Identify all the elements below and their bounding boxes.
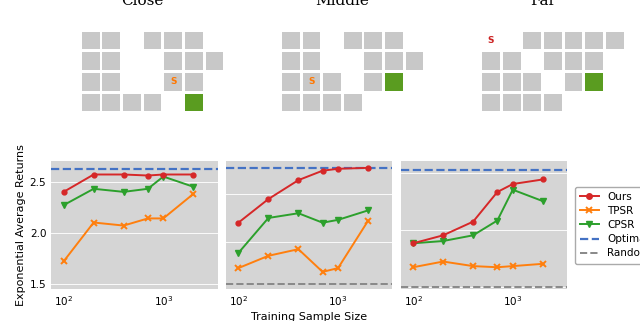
Bar [143,32,161,49]
Bar [482,52,500,70]
Bar [482,94,500,111]
Title: Close: Close [121,0,163,8]
Bar [102,73,120,91]
Bar [364,52,382,70]
Bar [282,73,300,91]
Bar [503,73,520,91]
Bar [564,73,582,91]
Bar [102,52,120,70]
Legend: Ours, TPSR, CPSR, Optimal, Random: Ours, TPSR, CPSR, Optimal, Random [575,187,640,264]
Bar [406,52,424,70]
Bar [503,94,520,111]
Bar [524,32,541,49]
Bar [323,94,341,111]
Bar [82,94,99,111]
Bar [385,73,403,91]
Bar [143,94,161,111]
Bar [185,52,203,70]
Bar [344,32,362,49]
Bar [385,32,403,49]
Bar [323,73,341,91]
Bar [282,32,300,49]
Bar [82,32,99,49]
Bar [586,73,603,91]
Text: S: S [308,77,315,86]
Bar [164,32,182,49]
Bar [282,52,300,70]
Bar [544,94,562,111]
Bar [544,52,562,70]
Bar [524,73,541,91]
Bar [185,94,203,111]
Y-axis label: Exponential Average Returns: Exponential Average Returns [15,144,26,306]
Bar [364,73,382,91]
Bar [282,94,300,111]
Bar [344,94,362,111]
Bar [303,52,321,70]
Bar [564,32,582,49]
Bar [82,73,99,91]
Bar [482,73,500,91]
Bar [102,94,120,111]
Bar [586,52,603,70]
Bar [544,32,562,49]
Bar [164,52,182,70]
Bar [185,73,203,91]
Bar [185,32,203,49]
Bar [606,32,623,49]
Bar [205,52,223,70]
Bar [303,32,321,49]
Bar [503,52,520,70]
Bar [123,94,141,111]
Text: S: S [170,77,177,86]
X-axis label: Training Sample Size: Training Sample Size [251,312,367,321]
Bar [586,32,603,49]
Text: S: S [488,36,494,45]
Title: Middle: Middle [316,0,369,8]
Bar [524,94,541,111]
Bar [564,52,582,70]
Bar [102,32,120,49]
Bar [303,73,321,91]
Bar [164,73,182,91]
Bar [364,32,382,49]
Title: Far: Far [530,0,556,8]
Bar [385,52,403,70]
Bar [82,52,99,70]
Bar [303,94,321,111]
